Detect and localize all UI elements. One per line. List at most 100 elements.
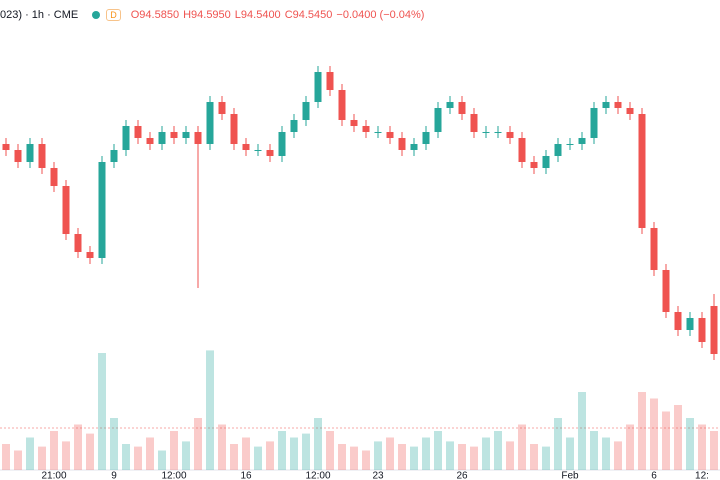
volume-bar [686,418,694,470]
candle-body [278,132,286,156]
volume-bar [50,431,58,470]
candle-body [290,120,298,132]
volume-bar [182,441,190,470]
symbol[interactable]: 023) · 1h · CME [0,9,79,21]
quote-value: O94.5850 [130,9,180,21]
volume-bar [446,441,454,470]
volume-bar [146,437,154,470]
volume-bar [242,437,250,470]
candle-body [362,126,370,132]
candle-body [350,120,358,126]
candle-body [530,162,538,168]
candle-body [326,72,334,90]
candle-body [542,156,550,168]
volume-bar [662,411,670,470]
candle-body [338,90,346,120]
candle-body [62,186,70,234]
candle-body [254,150,262,151]
candle-body [14,150,22,162]
x-tick-label: 26 [456,471,468,480]
candle-body [638,114,646,228]
volume-bar [86,433,94,470]
candle-body [386,132,394,138]
volume-bar [134,446,142,470]
candle-body [134,126,142,138]
candle-body [158,132,166,144]
candle-body [218,102,226,114]
volume-bar [470,446,478,470]
status-dot [92,11,101,19]
candle-body [662,270,670,312]
volume-bar [2,444,10,470]
candle-body [242,144,250,150]
volume-bar [422,437,430,470]
volume-bar [482,437,490,470]
candle-body [122,126,130,150]
candle-body [602,102,610,108]
candle-body [518,138,526,162]
x-tick-label: 12:00 [161,471,186,480]
candle-body [410,144,418,150]
quote-value: L94.5400 [234,9,281,21]
candle-body [230,114,238,144]
volume-bar [530,444,538,470]
volume-bar [170,431,178,470]
candle-body [578,138,586,144]
x-tick-label: 9 [111,471,117,480]
legend-header: 023) · 1h · CME D O94.5850 H94.5950 L94.54… [0,6,428,24]
volume-bar [278,431,286,470]
x-tick-label: 6 [651,471,657,480]
candle-body [458,102,466,114]
volume-bar [350,446,358,470]
candle-body [170,132,178,138]
candle-body [374,132,382,133]
volume-bar [590,431,598,470]
candle-body [110,150,118,162]
volume-bar [206,350,214,470]
volume-bar [410,446,418,470]
candle-body [266,150,274,156]
volume-bar [434,431,442,470]
x-tick-label: 12:00 [305,471,330,480]
volume-bar [266,441,274,470]
volume-bar [326,431,334,470]
volume-bar [710,431,718,470]
candle-body [206,102,214,144]
candle-body [50,168,58,186]
candle-body [422,132,430,144]
candle-body [74,234,82,252]
volume-bar [602,437,610,470]
candle-body [614,102,622,108]
candle-body [446,102,454,108]
x-tick-label: Feb [561,471,579,480]
volume-bar [26,437,34,470]
candle-body [302,102,310,120]
volume-bar [38,446,46,470]
x-tick-label: 21:00 [41,471,66,480]
candle-body [2,144,10,150]
volume-bar [398,444,406,470]
candle-body [506,132,514,138]
candle-body [626,108,634,114]
candle-body [686,318,694,330]
volume-bar [506,441,514,470]
volume-bar [650,398,658,470]
candle-body [194,132,202,144]
candle-body [674,312,682,330]
volume-bar [554,418,562,470]
quote-value: −0.0400 (−0.04%) [336,9,425,21]
candle-body [398,138,406,150]
candle-body [482,132,490,133]
volume-bar [698,424,706,470]
badge: D [106,9,121,21]
x-tick-label: 12: [695,471,709,480]
candle-body [494,132,502,133]
volume-bar [98,353,106,470]
volume-bar [362,450,370,470]
candle-body [566,144,574,145]
volume-bar [62,441,70,470]
volume-bar [254,446,262,470]
volume-bar [290,437,298,470]
